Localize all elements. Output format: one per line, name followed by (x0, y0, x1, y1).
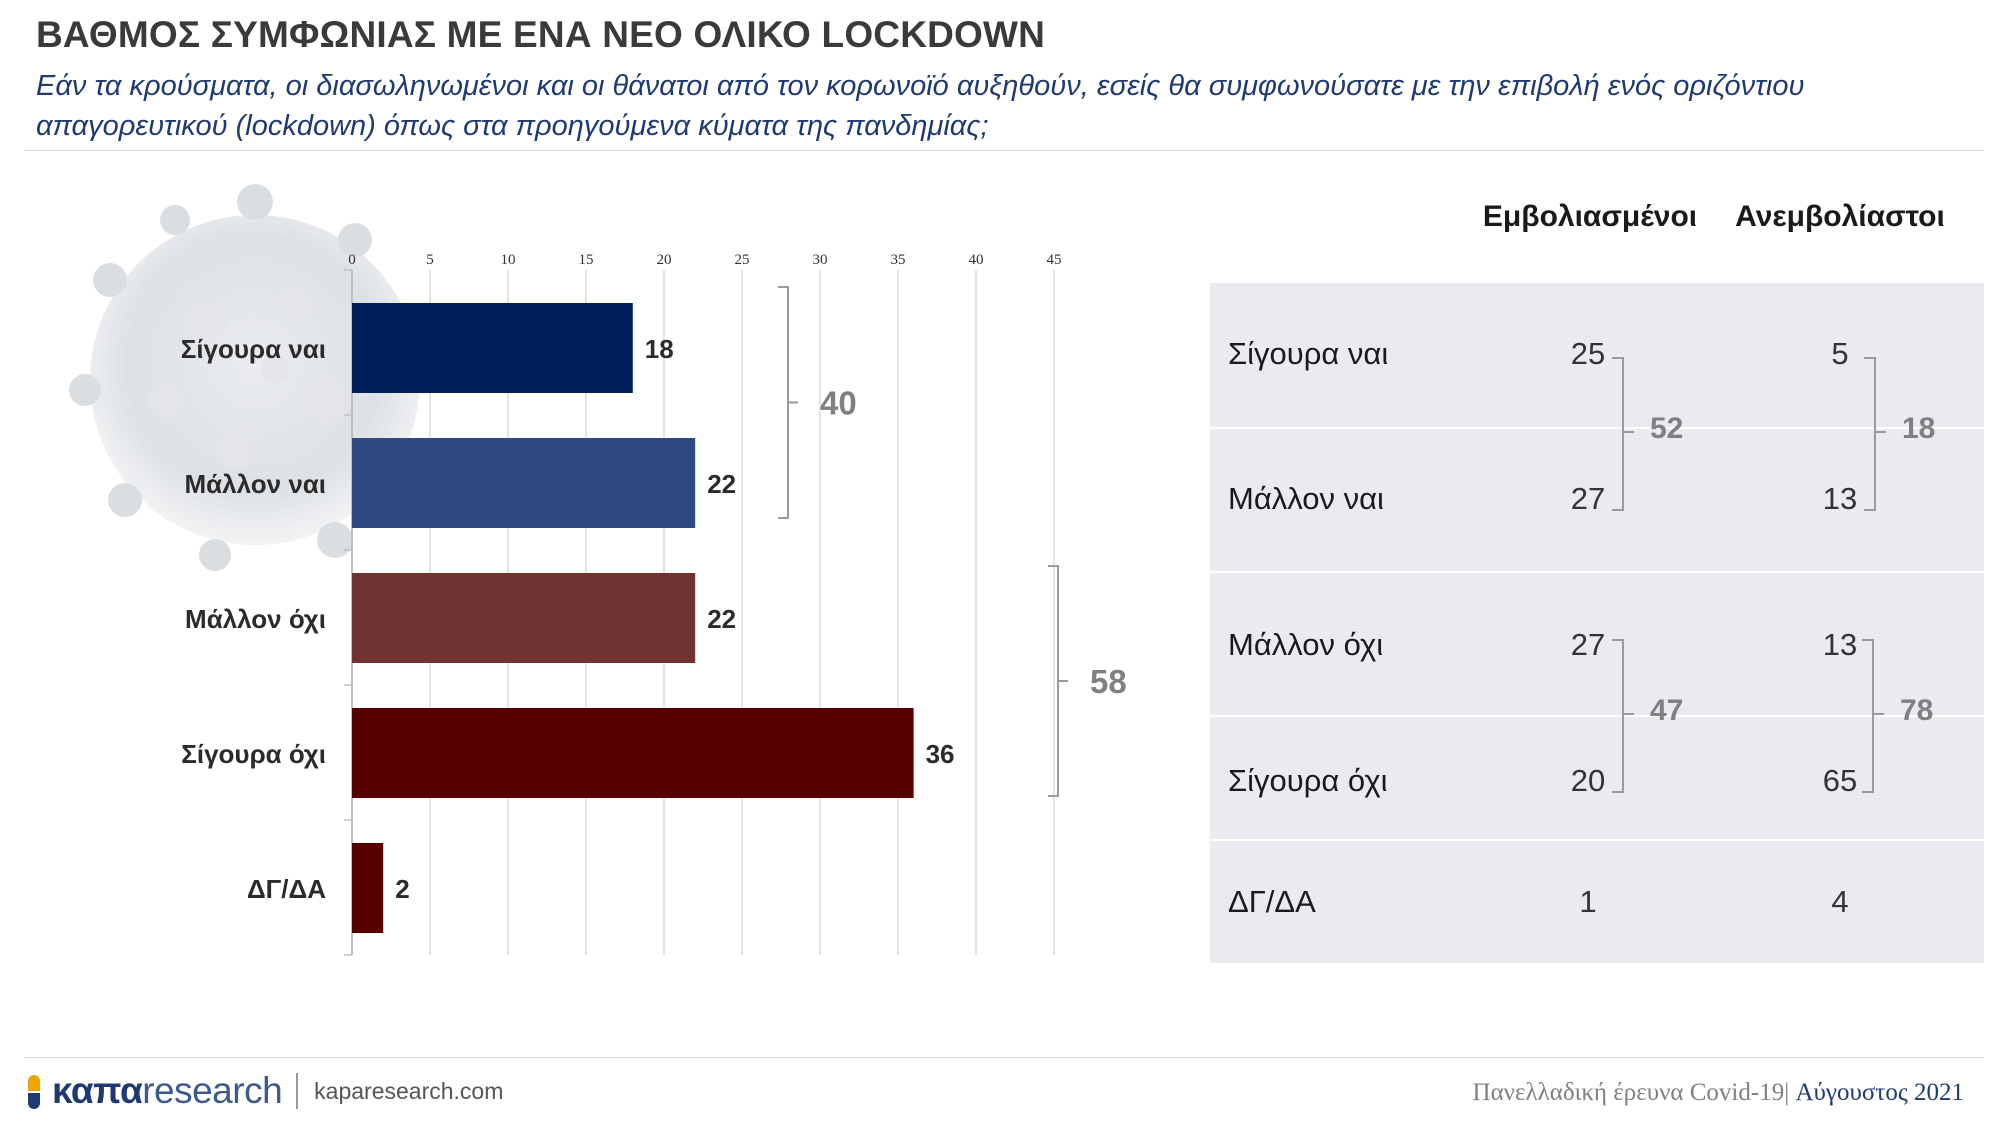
x-tick-label: 45 (1047, 252, 1062, 268)
group-bracket (1864, 357, 1876, 511)
footer-brand: καπαresearch kaparesearch.com (24, 1066, 503, 1116)
logo-light: research (142, 1070, 283, 1111)
group-bracket (1862, 639, 1874, 793)
table-panel (1210, 283, 1984, 963)
table-cell: 1 (1579, 884, 1597, 919)
data-label: 18 (645, 334, 674, 364)
row-divider (1210, 839, 1984, 841)
table-row-label: Σίγουρα όχι (1228, 763, 1388, 798)
x-tick-label: 35 (891, 252, 906, 268)
category-label: Μάλλον όχι (185, 604, 326, 634)
header-divider (24, 150, 1984, 151)
footer-separator: | (1784, 1079, 1790, 1106)
table-cell: 27 (1570, 481, 1606, 516)
logo-text: καπαresearch (52, 1070, 283, 1112)
logo-divider (296, 1073, 299, 1109)
group-total-label: 40 (820, 385, 857, 422)
row-divider (1210, 571, 1984, 573)
table-row-label: ΔΓ/ΔΑ (1228, 884, 1316, 919)
group-bracket-tick (1876, 431, 1886, 433)
x-tick-label: 25 (735, 252, 750, 268)
bar (352, 573, 696, 663)
group-total-yes-vaccinated: 52 (1650, 412, 1684, 445)
category-label: Σίγουρα ναι (181, 334, 326, 364)
survey-name: Πανελλαδική έρευνα Covid-19 (1472, 1079, 1785, 1106)
x-tick-label: 5 (426, 252, 434, 268)
group-total-no-vaccinated: 47 (1650, 694, 1684, 727)
column-header-unvaccinated: Ανεμβολίαστοι (1735, 200, 1945, 233)
logo-bold: καπα (52, 1070, 143, 1111)
column-header-vaccinated: Εμβολιασμένοι (1482, 200, 1698, 233)
category-label: ΔΓ/ΔΑ (247, 874, 326, 904)
x-tick-label: 20 (657, 252, 672, 268)
group-bracket (1048, 565, 1059, 797)
kapa-logo-icon (24, 1071, 46, 1111)
table-cell: 13 (1822, 627, 1858, 662)
site-link[interactable]: kaparesearch.com (314, 1077, 504, 1104)
group-bracket (778, 286, 789, 519)
group-total-label: 58 (1090, 663, 1127, 700)
table-cell: 20 (1570, 763, 1606, 798)
table-row-label: Μάλλον ναι (1228, 481, 1384, 516)
data-label: 2 (395, 874, 409, 904)
table-cell: 25 (1570, 336, 1606, 371)
data-label: 22 (707, 604, 736, 634)
table-cell: 5 (1831, 336, 1849, 371)
group-bracket (1612, 357, 1624, 511)
bar (352, 708, 914, 798)
group-bracket (1612, 639, 1624, 793)
footer-divider (24, 1057, 1984, 1058)
table-row-label: Σίγουρα ναι (1228, 336, 1389, 371)
group-bracket-tick (1624, 431, 1634, 433)
group-bracket-tick (1624, 713, 1634, 715)
group-total-no-unvaccinated: 78 (1900, 694, 1934, 727)
row-divider (1210, 427, 1984, 429)
data-label: 22 (707, 469, 736, 499)
survey-date: Αύγουστος 2021 (1795, 1079, 1964, 1106)
virus-background-icon (69, 184, 431, 571)
group-total-yes-unvaccinated: 18 (1902, 412, 1936, 445)
table-cell: 4 (1831, 884, 1849, 919)
x-tick-label: 0 (348, 252, 356, 268)
table-cell: 13 (1822, 481, 1858, 516)
category-label: Μάλλον ναι (185, 469, 326, 499)
group-bracket-tick (1874, 713, 1884, 715)
row-divider (1210, 715, 1984, 717)
x-tick-label: 10 (501, 252, 516, 268)
x-tick-label: 30 (813, 252, 828, 268)
footer-survey-info: Πανελλαδική έρευνα Covid-19| Αύγουστος 2… (1473, 1079, 1964, 1107)
page-title: ΒΑΘΜΟΣ ΣΥΜΦΩΝΙΑΣ ΜΕ ΕΝΑ ΝΕΟ ΟΛΙΚΟ LOCKDO… (36, 14, 1046, 55)
category-label: Σίγουρα όχι (181, 739, 326, 769)
bar (352, 303, 633, 393)
table-row-label: Μάλλον όχι (1228, 627, 1384, 662)
table-cell: 65 (1822, 763, 1858, 798)
page-subtitle: Εάν τα κρούσματα, οι διασωληνωμένοι και … (36, 70, 1805, 142)
x-tick-label: 40 (969, 252, 984, 268)
data-label: 36 (926, 739, 955, 769)
table-cell: 27 (1570, 627, 1606, 662)
bar (352, 438, 696, 528)
x-tick-label: 15 (579, 252, 594, 268)
bar (352, 843, 384, 933)
